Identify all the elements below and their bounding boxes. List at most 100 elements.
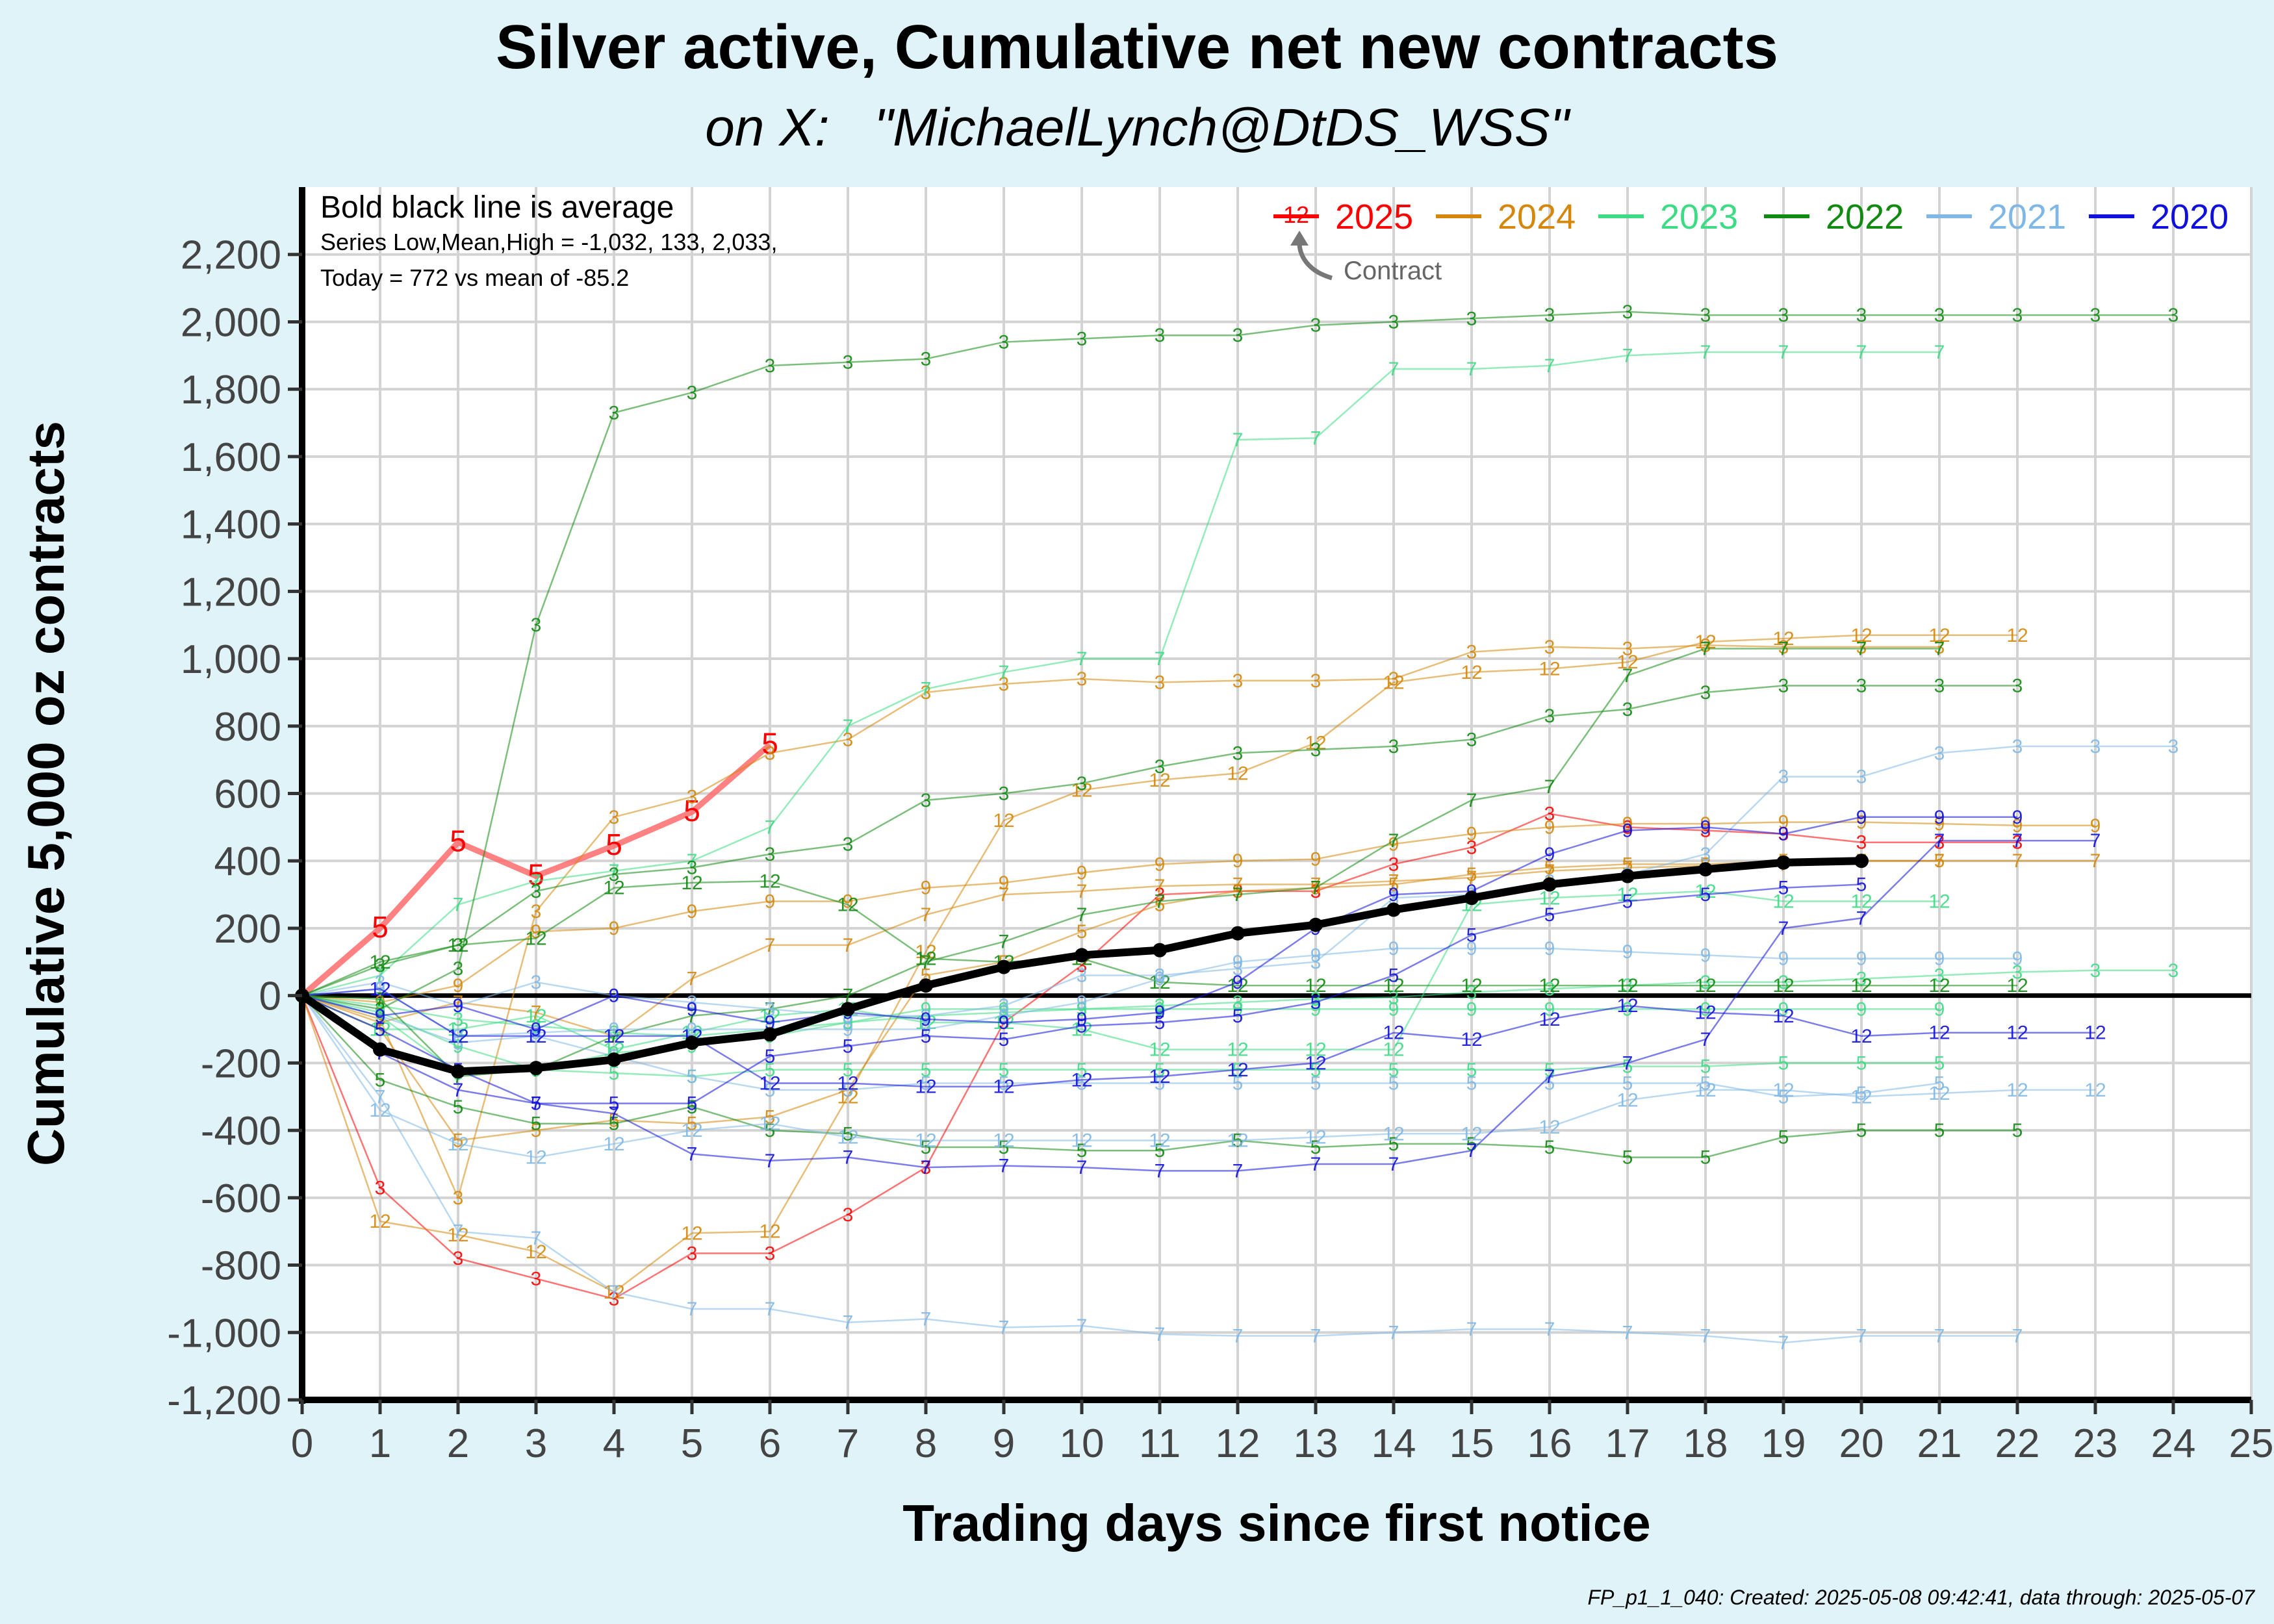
- point-label: 7: [765, 817, 776, 838]
- point-label: 3: [1700, 305, 1711, 326]
- point-label: 3: [1233, 670, 1244, 692]
- point-label: 3: [1778, 972, 1789, 993]
- point-label: 5: [1077, 1059, 1088, 1081]
- legend-label: 2021: [1988, 197, 2066, 236]
- x-tick-label: 21: [1917, 1421, 1962, 1466]
- point-label: 5: [921, 1026, 932, 1047]
- point-label: 5: [528, 858, 544, 892]
- point-label: 3: [1856, 767, 1867, 788]
- point-label: 9: [1544, 817, 1555, 838]
- point-label: 9: [375, 1006, 386, 1027]
- point-label: 7: [531, 1228, 542, 1249]
- contract-note: Contract: [1344, 257, 1442, 285]
- point-label: 9: [1155, 969, 1166, 990]
- point-label: 12: [1850, 891, 1872, 912]
- point-label: 3: [843, 1204, 854, 1226]
- point-label: 9: [1856, 998, 1867, 1020]
- point-label: 12: [369, 1211, 390, 1232]
- point-label: 12: [759, 870, 780, 892]
- legend-label: 2025: [1335, 197, 1413, 236]
- point-label: 3: [999, 674, 1010, 695]
- point-label: 12: [525, 928, 546, 950]
- point-label: 9: [1622, 998, 1633, 1020]
- point-label: 12: [1149, 1039, 1170, 1061]
- x-tick-label: 6: [759, 1421, 781, 1466]
- x-tick-label: 20: [1839, 1421, 1884, 1466]
- point-label: 5: [1778, 1052, 1789, 1074]
- point-label: 5: [1856, 1120, 1867, 1141]
- point-label: 7: [1233, 884, 1244, 906]
- legend-item-2021: 2021: [1926, 197, 2066, 236]
- point-label: 7: [453, 1080, 464, 1101]
- point-label: 12: [1850, 1086, 1872, 1108]
- point-label: 12: [525, 1241, 546, 1263]
- point-label: 9: [453, 975, 464, 996]
- point-label: 3: [609, 1022, 620, 1044]
- point-label: 9: [1934, 807, 1945, 828]
- point-label: 12: [681, 1120, 702, 1141]
- point-label: 5: [2012, 1120, 2023, 1141]
- point-label: 9: [1155, 998, 1166, 1020]
- point-label: 5: [765, 1059, 776, 1081]
- point-label: 3: [1155, 965, 1166, 987]
- point-label: 3: [1466, 837, 1477, 858]
- annotation-line-1: Bold black line is average: [320, 190, 674, 225]
- point-label: 5: [375, 1019, 386, 1041]
- point-label: 12: [915, 948, 936, 970]
- point-label: 12: [1383, 672, 1404, 693]
- point-label: 9: [1310, 998, 1322, 1020]
- y-tick-label: 1,800: [181, 368, 281, 412]
- point-label: 5: [1778, 1086, 1789, 1108]
- legend-label: 2023: [1660, 197, 1738, 236]
- point-label: 12: [1305, 1126, 1326, 1148]
- point-label: 12: [447, 1224, 468, 1246]
- point-label: 5: [921, 1059, 932, 1081]
- point-label: 3: [1544, 978, 1555, 1000]
- point-label: 5: [1310, 1137, 1322, 1158]
- point-label: 3: [1544, 804, 1555, 825]
- series-line: [301, 995, 1939, 1078]
- point-label: 3: [453, 958, 464, 980]
- point-label: 3: [2012, 736, 2023, 757]
- point-label: 9: [1778, 824, 1789, 845]
- point-label: 9: [1700, 945, 1711, 966]
- point-label: 7: [1544, 1319, 1555, 1340]
- point-label: 3: [1700, 972, 1711, 993]
- point-label: 7: [1934, 638, 1945, 659]
- point-label: 5: [453, 1032, 464, 1054]
- x-tick-label: 10: [1060, 1421, 1105, 1466]
- point-label: 3: [2090, 960, 2101, 982]
- y-axis-title: Cumulative 5,000 oz contracts: [17, 421, 75, 1166]
- legend-item-2023: 2023: [1598, 197, 1738, 236]
- point-label: 9: [1544, 844, 1555, 865]
- series-2022-12: 12 12 12 12 12 12 12 12 12 12 12 12 12 12 12 12 12 12 12 12…: [301, 870, 2028, 996]
- point-label: 3: [1934, 305, 1945, 326]
- point-label: 7: [921, 952, 932, 973]
- point-label: 7: [843, 985, 854, 1007]
- series-2022-3b: 3 3 3 3 3 3 3 3 3 3 3 3 3 3 3 3 3 3 3 3 3 3 3 3: [301, 301, 2178, 1020]
- point-label: 5: [1622, 891, 1633, 912]
- average-point: [451, 1064, 465, 1079]
- point-label: 5: [1155, 1073, 1166, 1095]
- point-label: 12: [1149, 1066, 1170, 1087]
- point-label: 3: [1700, 820, 1711, 842]
- point-label: 3: [531, 1015, 542, 1037]
- point-label: 12: [1616, 975, 1638, 996]
- point-label: 5: [1310, 992, 1322, 1013]
- series-2021-7: 7 7 7 7 7 7 7 7 7 7 7 7 7 7 7 7 7 7 7 7 7 7: [301, 995, 2023, 1354]
- footer-note: FP_p1_1_040: Created: 2025-05-08 09:42:4…: [1587, 1586, 2255, 1609]
- point-label: 3: [1388, 311, 1399, 333]
- y-tick-label: -800: [201, 1244, 281, 1289]
- point-label: 12: [1616, 995, 1638, 1017]
- point-label: 3: [921, 348, 932, 370]
- point-label: 7: [453, 992, 464, 1013]
- series-line: [301, 988, 2095, 1087]
- point-label: 3: [687, 787, 698, 808]
- point-label: 9: [2012, 815, 2023, 837]
- point-label: 5: [999, 1137, 1010, 1158]
- point-label: 9: [1077, 992, 1088, 1013]
